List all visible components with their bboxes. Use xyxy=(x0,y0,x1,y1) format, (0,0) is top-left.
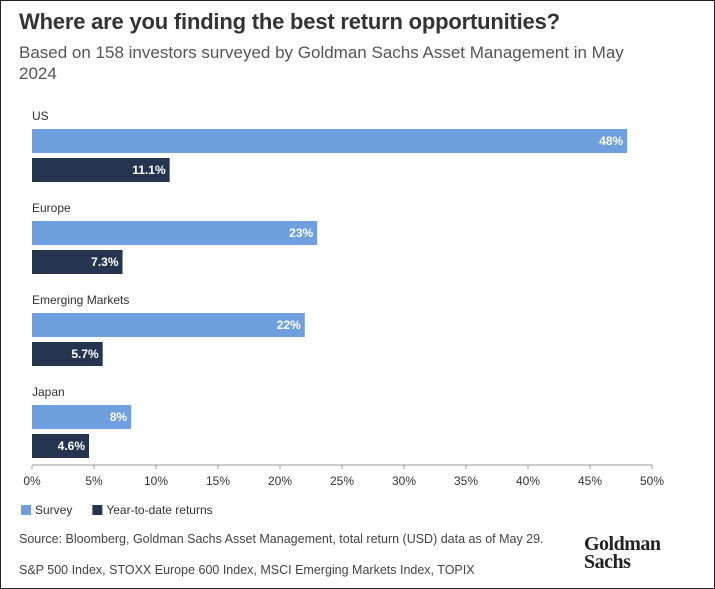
source-note: Source: Bloomberg, Goldman Sachs Asset M… xyxy=(19,532,544,546)
bar xyxy=(32,405,132,429)
value-label: 8% xyxy=(110,410,128,424)
x-tick-label: 30% xyxy=(392,474,416,488)
x-tick-label: 45% xyxy=(578,474,602,488)
legend-label: Year-to-date returns xyxy=(106,503,212,517)
bar xyxy=(32,250,123,274)
bar xyxy=(32,158,170,182)
value-label: 23% xyxy=(289,226,313,240)
bar xyxy=(32,313,305,337)
value-label: 22% xyxy=(277,318,301,332)
logo: Goldman Sachs xyxy=(584,533,661,573)
x-tick-label: 0% xyxy=(23,474,41,488)
x-tick-label: 5% xyxy=(85,474,103,488)
value-label: 11.1% xyxy=(132,163,166,177)
x-tick-label: 50% xyxy=(640,474,664,488)
value-label: 4.6% xyxy=(58,439,86,453)
bar xyxy=(32,342,103,366)
bar xyxy=(32,221,318,245)
legend-label: Survey xyxy=(35,503,72,517)
x-tick-label: 25% xyxy=(330,474,354,488)
value-label: 5.7% xyxy=(71,347,99,361)
index-note: S&P 500 Index, STOXX Europe 600 Index, M… xyxy=(19,563,475,577)
value-label: 48% xyxy=(599,134,623,148)
x-tick-label: 20% xyxy=(268,474,292,488)
x-tick-label: 40% xyxy=(516,474,540,488)
category-label: Emerging Markets xyxy=(32,293,129,307)
legend-swatch xyxy=(92,505,103,515)
x-tick-label: 35% xyxy=(454,474,478,488)
value-label: 7.3% xyxy=(91,255,119,269)
chart-title: Where are you finding the best return op… xyxy=(19,9,560,34)
x-tick-label: 10% xyxy=(144,474,168,488)
legend-swatch xyxy=(21,505,31,515)
bar xyxy=(32,129,628,153)
category-label: Japan xyxy=(32,385,65,399)
chart-subtitle: Based on 158 investors surveyed by Goldm… xyxy=(19,43,624,83)
bar xyxy=(32,434,90,458)
category-label: US xyxy=(32,109,49,123)
x-tick-label: 15% xyxy=(206,474,230,488)
category-label: Europe xyxy=(32,201,71,215)
